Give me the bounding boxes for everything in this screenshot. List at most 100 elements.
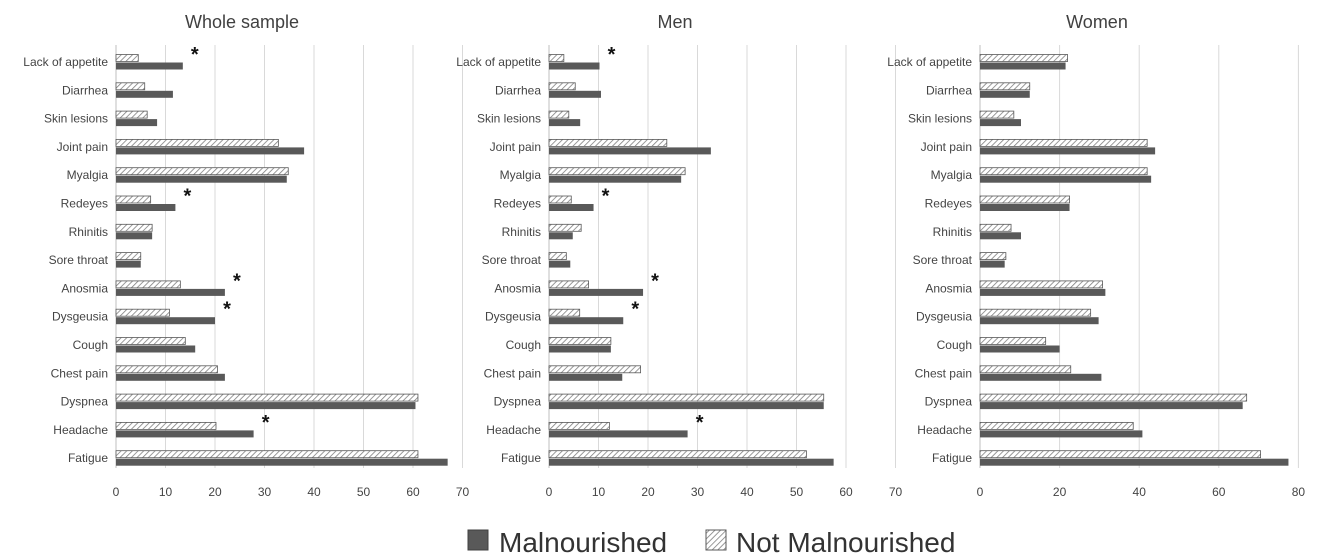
- category-label: Sore throat: [482, 253, 542, 267]
- x-tick-label: 50: [357, 485, 371, 499]
- bar-malnourished: [116, 430, 254, 438]
- bar-malnourished: [116, 119, 158, 127]
- bar-not-malnourished: [115, 223, 153, 232]
- bar-not-malnourished: [979, 337, 1047, 345]
- category-label: Cough: [73, 338, 108, 352]
- bar-malnourished: [549, 119, 581, 127]
- x-tick-label: 40: [1133, 485, 1147, 499]
- significance-star: *: [608, 44, 616, 66]
- bar-not-malnourished: [115, 421, 217, 430]
- bar-malnourished: [980, 175, 1152, 183]
- bar-not-malnourished: [115, 82, 146, 91]
- bar-malnourished: [116, 288, 225, 296]
- bar-malnourished: [116, 317, 215, 325]
- bar-malnourished: [980, 288, 1106, 296]
- legend-label-malnourished: Malnourished: [499, 527, 667, 555]
- bar-not-malnourished: [115, 252, 142, 261]
- x-tick-label: 60: [1212, 485, 1226, 499]
- bar-not-malnourished: [548, 421, 610, 430]
- category-label: Sore throat: [49, 253, 109, 267]
- bar-not-malnourished: [979, 280, 1103, 289]
- x-tick-label: 70: [889, 485, 903, 499]
- category-label: Lack of appetite: [456, 55, 541, 69]
- category-label: Joint pain: [921, 140, 972, 154]
- legend-swatch-not-malnourished: [705, 529, 727, 551]
- bar-not-malnourished: [548, 337, 612, 345]
- bar-malnourished: [980, 232, 1021, 240]
- bar-not-malnourished: [548, 308, 581, 317]
- bar-malnourished: [549, 430, 688, 438]
- category-label: Chest pain: [915, 366, 972, 380]
- x-tick-label: 10: [159, 485, 173, 499]
- category-label: Headache: [917, 423, 972, 437]
- panel-women: Women 0 20 40 60 80 Lack of appetite Diarrhea Sk…: [887, 12, 1305, 499]
- panel-title: Women: [1066, 12, 1128, 32]
- panel-title: Men: [657, 12, 692, 32]
- bar-not-malnourished: [115, 167, 289, 176]
- bar-malnourished: [980, 260, 1005, 268]
- category-label: Skin lesions: [908, 112, 972, 126]
- bar-malnourished: [980, 430, 1143, 438]
- category-label: Anosmia: [925, 281, 972, 295]
- bar-not-malnourished: [548, 138, 668, 147]
- bar-malnourished: [980, 147, 1156, 155]
- legend-swatch-malnourished: [467, 529, 489, 551]
- bar-malnourished: [116, 402, 416, 410]
- bar-malnourished: [549, 175, 682, 183]
- category-label: Myalgia: [500, 168, 542, 182]
- significance-star: *: [262, 412, 270, 434]
- category-label: Redeyes: [925, 197, 972, 211]
- bar-not-malnourished: [115, 365, 218, 374]
- bar-malnourished: [116, 373, 225, 381]
- significance-star: *: [631, 299, 639, 321]
- bar-malnourished: [549, 288, 644, 296]
- category-label: Dysgeusia: [485, 310, 541, 324]
- bar-not-malnourished: [548, 54, 565, 62]
- panel-whole-sample: Whole sample 0 10 20 30 40 50 60 70 Lack of appet…: [23, 12, 469, 499]
- category-label: Fatigue: [932, 451, 972, 465]
- category-label: Dyspnea: [494, 395, 542, 409]
- bar-not-malnourished: [115, 450, 419, 459]
- bar-not-malnourished: [548, 223, 582, 232]
- x-tick-label: 40: [307, 485, 321, 499]
- bar-malnourished: [549, 458, 834, 466]
- x-tick-label: 40: [740, 485, 754, 499]
- bar-malnourished: [980, 402, 1243, 410]
- bar-not-malnourished: [979, 167, 1148, 176]
- bar-not-malnourished: [979, 421, 1134, 430]
- x-tick-label: 60: [406, 485, 420, 499]
- bar-malnourished: [980, 345, 1060, 353]
- category-label: Lack of appetite: [887, 55, 972, 69]
- x-tick-label: 50: [790, 485, 804, 499]
- x-tick-label: 80: [1292, 485, 1306, 499]
- x-tick-label: 20: [208, 485, 222, 499]
- bar-not-malnourished: [548, 167, 686, 176]
- category-label: Diarrhea: [62, 83, 108, 97]
- category-label: Rhinitis: [933, 225, 972, 239]
- x-tick-label: 70: [456, 485, 470, 499]
- category-label: Dyspnea: [925, 395, 973, 409]
- bar-malnourished: [116, 90, 173, 98]
- significance-star: *: [696, 412, 704, 434]
- category-label: Fatigue: [68, 451, 108, 465]
- bar-not-malnourished: [979, 252, 1007, 261]
- category-label: Anosmia: [61, 281, 108, 295]
- category-label: Redeyes: [61, 197, 108, 211]
- bar-malnourished: [549, 402, 824, 410]
- bar-not-malnourished: [979, 308, 1092, 317]
- bar-malnourished: [980, 373, 1102, 381]
- bar-malnourished: [549, 260, 571, 268]
- category-label: Headache: [53, 423, 108, 437]
- bar-malnourished: [980, 317, 1099, 325]
- bar-not-malnourished: [115, 280, 181, 289]
- bar-not-malnourished: [979, 393, 1248, 402]
- bar-not-malnourished: [979, 82, 1031, 91]
- category-label: Rhinitis: [69, 225, 108, 239]
- bar-malnourished: [116, 147, 305, 155]
- category-label: Joint pain: [57, 140, 108, 154]
- bar-malnourished: [549, 90, 601, 98]
- bar-not-malnourished: [548, 365, 641, 374]
- bar-malnourished: [116, 62, 183, 70]
- category-label: Diarrhea: [495, 83, 541, 97]
